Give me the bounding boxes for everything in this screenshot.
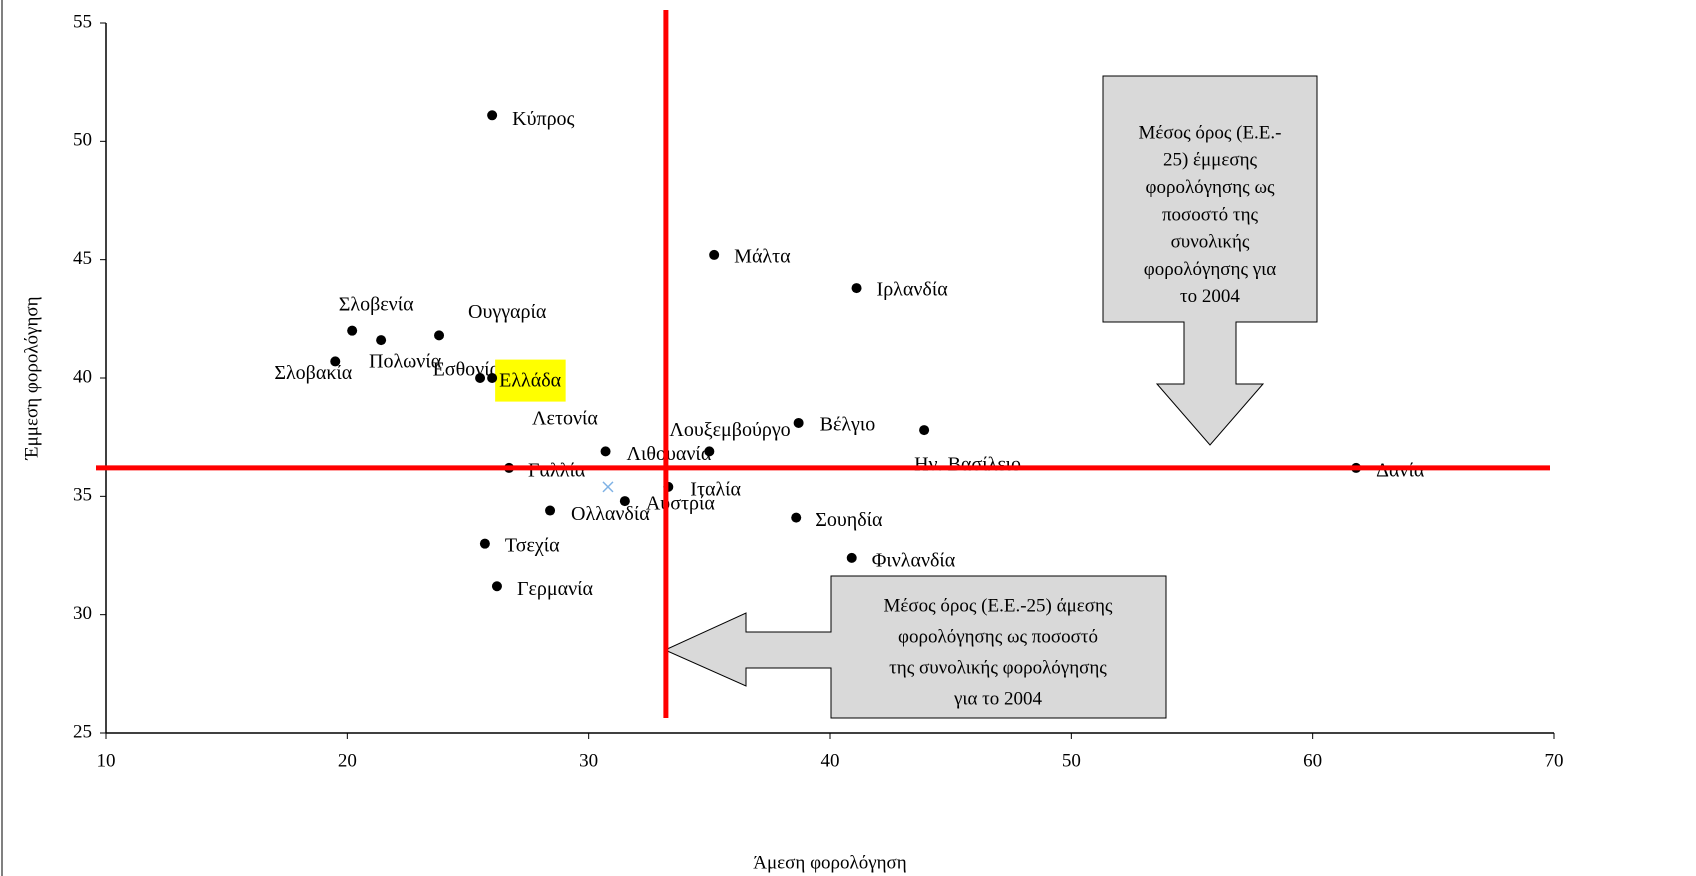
annotation-line: ποσοστό της bbox=[1162, 204, 1259, 225]
y-tick-label: 30 bbox=[73, 603, 92, 624]
point bbox=[619, 496, 630, 507]
y-axis-title: Έμμεση φορολόγηση bbox=[21, 296, 42, 460]
plot-area: Κύπρος Μάλτα Ιρλανδία Σλοβενία Πολωνία Ουγγαρ… bbox=[274, 108, 1425, 600]
point bbox=[479, 538, 490, 549]
annotation-line: φορολόγησης ως bbox=[1146, 177, 1275, 198]
y-tick-label: 35 bbox=[73, 485, 92, 506]
annotation-line: φορολόγησης για bbox=[1144, 259, 1276, 280]
point-label: Λιθουανία bbox=[627, 443, 712, 465]
point-label: Ελλάδα bbox=[499, 370, 562, 392]
point bbox=[846, 552, 857, 563]
annotation-line: συνολικής bbox=[1171, 232, 1250, 253]
x-axis-title: Άμεση φορολόγηση bbox=[753, 852, 906, 873]
point-label: Λετονία bbox=[532, 407, 598, 429]
point-label: Γερμανία bbox=[517, 578, 594, 600]
annotation-line: Μέσος όρος (Ε.Ε.-25) άμεσης bbox=[884, 595, 1113, 616]
point bbox=[491, 581, 502, 592]
point-label: Πολωνία bbox=[369, 351, 442, 373]
point bbox=[704, 446, 715, 457]
point-stroke bbox=[602, 481, 614, 493]
point-label: Δανία bbox=[1376, 460, 1425, 482]
point bbox=[791, 512, 802, 523]
point bbox=[602, 481, 614, 493]
point bbox=[709, 249, 720, 260]
x-tick-label: 50 bbox=[1062, 750, 1081, 771]
label-highlight bbox=[495, 359, 566, 402]
point bbox=[487, 373, 498, 383]
point-label: Φινλανδία bbox=[872, 549, 956, 571]
point bbox=[475, 373, 486, 383]
point bbox=[851, 283, 862, 294]
point bbox=[347, 325, 358, 336]
point-label: Ολλανδία bbox=[571, 503, 650, 525]
point-label: Βέλγιο bbox=[820, 414, 876, 436]
point-label: Μάλτα bbox=[734, 246, 791, 268]
annotation-line: Μέσος όρος (Ε.Ε.- bbox=[1138, 122, 1281, 143]
x-tick-label: 60 bbox=[1303, 750, 1322, 771]
y-tick-label: 50 bbox=[73, 130, 92, 151]
point-label: Σλοβενία bbox=[339, 293, 414, 315]
annotation-line: της συνολικής φορολόγησης bbox=[889, 657, 1107, 678]
point bbox=[434, 330, 445, 341]
point-label: Λουξεμβούργο bbox=[669, 419, 790, 441]
annotation-line: φορολόγησης ως ποσοστό bbox=[898, 626, 1098, 647]
point-label: Τσεχία bbox=[505, 534, 560, 556]
annotation-line: το 2004 bbox=[1180, 286, 1240, 307]
x-tick-label: 20 bbox=[338, 750, 357, 771]
point bbox=[545, 505, 556, 516]
annotation-line: για το 2004 bbox=[953, 688, 1043, 709]
point-label: Αυστρία bbox=[646, 493, 716, 515]
point-label: Σουηδία bbox=[815, 509, 883, 531]
x-tick-label: 30 bbox=[579, 750, 598, 771]
annotation-line: 25) έμμεσης bbox=[1163, 150, 1258, 171]
point bbox=[487, 110, 498, 121]
point bbox=[919, 425, 930, 436]
callout-box bbox=[1102, 75, 1318, 446]
point bbox=[376, 335, 387, 346]
point-label: Ιρλανδία bbox=[877, 279, 949, 301]
point-label: Γαλλία bbox=[528, 460, 586, 482]
point-label: Σλοβακία bbox=[274, 362, 352, 384]
point-label: Ην. Βασίλειο bbox=[914, 454, 1021, 476]
point bbox=[330, 356, 341, 367]
point-label: Κύπρος bbox=[512, 108, 574, 130]
x-tick-label: 10 bbox=[97, 750, 116, 771]
x-tick-label: 70 bbox=[1545, 750, 1564, 771]
y-tick-label: 55 bbox=[73, 11, 92, 32]
point bbox=[600, 446, 611, 457]
point-label: Ουγγαρία bbox=[468, 301, 547, 323]
callout-indirect bbox=[1102, 75, 1318, 446]
callout-direct bbox=[663, 575, 1167, 719]
x-tick-label: 40 bbox=[821, 750, 840, 771]
point-label: Ιταλία bbox=[690, 478, 741, 500]
y-tick-label: 25 bbox=[73, 721, 92, 742]
point bbox=[793, 417, 804, 428]
y-tick-label: 45 bbox=[73, 248, 92, 269]
y-tick-label: 40 bbox=[73, 366, 92, 387]
callout-box bbox=[663, 575, 1167, 719]
